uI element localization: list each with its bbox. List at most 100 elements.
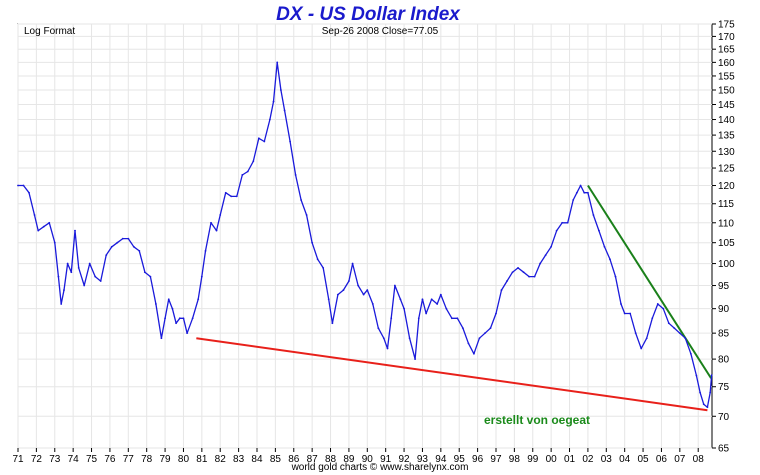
y-tick-label: 155	[718, 71, 735, 82]
data-point	[17, 184, 19, 187]
data-point	[246, 170, 249, 173]
y-tick-label: 135	[718, 131, 735, 142]
y-tick-label: 130	[718, 147, 735, 158]
data-point	[566, 221, 569, 224]
series	[17, 61, 713, 409]
y-tick-label: 175	[718, 20, 735, 31]
data-point	[467, 342, 470, 345]
data-point	[572, 199, 575, 201]
x-tick-label: 05	[637, 454, 649, 465]
data-point	[603, 245, 606, 248]
data-point	[544, 254, 547, 256]
x-tick-label: 73	[49, 454, 61, 465]
x-tick-label: 03	[601, 454, 613, 465]
x-tick-label: 00	[546, 454, 558, 465]
trendline-resistance	[587, 184, 712, 379]
data-point	[99, 280, 102, 282]
x-tick-label: 07	[674, 454, 686, 465]
data-point	[403, 307, 405, 310]
data-point	[609, 258, 611, 261]
data-point	[371, 303, 374, 305]
x-tick-label: 98	[509, 454, 521, 465]
data-point	[425, 312, 428, 315]
data-point	[219, 214, 222, 216]
series-line	[18, 61, 713, 408]
data-point	[390, 317, 393, 320]
data-point	[620, 303, 622, 305]
data-point	[33, 214, 36, 216]
x-tick-label: 77	[123, 454, 135, 465]
y-tick-label: 110	[718, 218, 734, 229]
data-point	[42, 225, 45, 228]
x-tick-label: 90	[362, 454, 374, 465]
data-point	[272, 100, 275, 103]
data-point	[252, 160, 255, 163]
data-point	[495, 312, 497, 315]
data-point	[699, 391, 701, 394]
data-point	[327, 298, 330, 301]
y-tick-label: 85	[718, 329, 730, 340]
data-point	[357, 284, 360, 287]
data-point	[342, 289, 345, 291]
y-tick-label: 65	[718, 444, 730, 455]
data-point	[709, 391, 712, 394]
data-point	[283, 109, 286, 112]
data-point	[351, 262, 354, 265]
data-point	[511, 271, 514, 274]
data-point	[210, 221, 212, 224]
x-tick-label: 96	[472, 454, 484, 465]
data-point	[63, 289, 65, 291]
data-point	[322, 266, 325, 269]
data-point	[28, 191, 30, 194]
data-point	[294, 174, 297, 176]
data-point	[331, 322, 334, 325]
y-tick-label: 95	[718, 281, 730, 292]
x-tick-label: 71	[12, 454, 24, 465]
data-point	[200, 275, 203, 278]
data-point	[678, 332, 681, 335]
data-point	[88, 262, 91, 265]
trendlines	[196, 184, 712, 412]
footer-credit: world gold charts © www.sharelynx.com	[291, 462, 469, 473]
chart-title: DX - US Dollar Index	[276, 4, 461, 25]
data-point	[182, 317, 185, 320]
data-point	[386, 347, 389, 350]
data-point	[83, 284, 86, 287]
y-tick-label: 165	[718, 45, 735, 56]
x-tick-label: 85	[270, 454, 282, 465]
x-tick-label: 80	[178, 454, 190, 465]
grid	[17, 23, 712, 449]
data-point	[673, 327, 676, 330]
y-tick-label: 75	[718, 382, 730, 393]
data-point	[263, 140, 266, 143]
data-point	[522, 271, 525, 274]
x-tick-label: 93	[417, 454, 429, 465]
y-tick-label: 145	[718, 100, 735, 111]
data-point	[110, 245, 113, 248]
y-tick-label: 150	[718, 85, 735, 96]
x-tick-label: 81	[196, 454, 208, 465]
data-point	[60, 303, 63, 305]
data-point	[257, 137, 260, 140]
x-tick-label: 95	[454, 454, 466, 465]
data-point	[53, 241, 56, 244]
data-point	[268, 118, 271, 121]
data-point	[143, 271, 146, 274]
data-point	[421, 298, 424, 301]
data-point	[175, 322, 178, 325]
data-point	[186, 332, 189, 335]
data-point	[235, 195, 238, 198]
data-point	[702, 403, 705, 406]
trendline-support	[196, 337, 708, 412]
data-point	[149, 275, 152, 278]
data-point	[473, 352, 475, 355]
data-point	[116, 241, 119, 244]
data-point	[506, 280, 508, 282]
y-tick-label: 160	[718, 58, 735, 69]
y-tick-label: 125	[718, 164, 735, 175]
data-point	[393, 284, 396, 287]
y-tick-label: 120	[718, 181, 735, 192]
data-point	[57, 275, 60, 278]
y-tick-label: 115	[718, 199, 734, 210]
